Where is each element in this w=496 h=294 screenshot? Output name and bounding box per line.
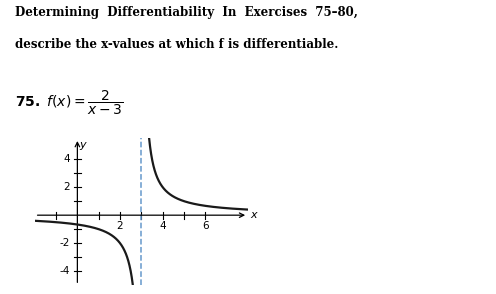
Text: x: x (250, 210, 257, 220)
Text: 2: 2 (63, 182, 70, 192)
Text: $\mathbf{75.}$ $f(x) = \dfrac{2}{x-3}$: $\mathbf{75.}$ $f(x) = \dfrac{2}{x-3}$ (15, 88, 124, 116)
Text: 4: 4 (159, 221, 166, 231)
Text: 2: 2 (117, 221, 124, 231)
Text: y: y (79, 140, 86, 150)
Text: -4: -4 (60, 266, 70, 276)
Text: 6: 6 (202, 221, 209, 231)
Text: Determining  Differentiability  In  Exercises  75–80,: Determining Differentiability In Exercis… (15, 6, 358, 19)
Text: 4: 4 (63, 154, 70, 164)
Text: describe the x-values at which f is differentiable.: describe the x-values at which f is diff… (15, 38, 338, 51)
Text: -2: -2 (60, 238, 70, 248)
